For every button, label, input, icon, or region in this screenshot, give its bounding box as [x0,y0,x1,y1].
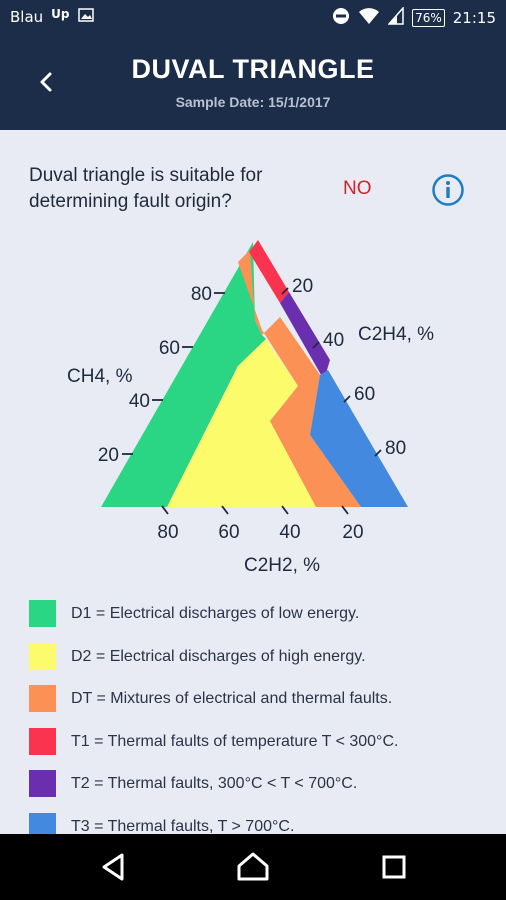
c2h4-tick-40 [312,341,320,349]
legend-label: T3 = Thermal faults, T > 700°C. [71,817,295,835]
zone-d2 [167,339,316,507]
c2h4-tick-60 [343,395,351,403]
legend-label: D1 = Electrical discharges of low energy… [71,605,360,622]
c2h4-tick-20 [281,287,289,295]
wifi-icon [358,7,380,29]
sample-date: Sample Date: 15/1/2017 [175,94,331,110]
circle-home-icon [237,852,269,881]
image-notification-icon [77,8,94,26]
back-button[interactable] [30,62,64,102]
legend-swatch [29,812,56,834]
legend-item-d1: D1 = Electrical discharges of low energy… [29,598,489,641]
duval-triangle-diagram: 80 60 40 20 20 40 60 80 80 60 40 20 CH4,… [67,240,434,576]
nav-home-button[interactable] [233,847,273,887]
legend-item-t1: T1 = Thermal faults of temperature T < 3… [29,726,489,769]
legend-swatch [29,642,56,670]
axis-titles: CH4, % C2H4, % C2H2, % [67,324,434,576]
ch4-tick-label: 60 [159,338,180,359]
page-title: DUVAL TRIANGLE [131,54,375,84]
legend-item-d2: D2 = Electrical discharges of high energ… [29,641,489,684]
zone-legend: D1 = Electrical discharges of low energy… [29,598,489,834]
battery-indicator: 76% [412,9,445,27]
axis-ticks [122,287,382,515]
triangle-back-icon [102,853,124,881]
c2h4-tick-label: 80 [385,438,406,459]
nav-back-button[interactable] [94,847,134,887]
arrow-left-icon [40,72,52,92]
c2h4-tick-label: 60 [354,384,375,405]
zone-t2 [280,292,330,380]
ch4-tick-label: 40 [129,391,150,412]
system-navigation-bar [0,834,506,900]
c2h2-tick-label: 20 [342,522,363,543]
legend-item-dt: DT = Mixtures of electrical and thermal … [29,683,489,726]
c2h4-axis-label: C2H4, % [358,324,434,345]
c2h2-axis-label: C2H2, % [244,555,320,576]
info-button[interactable] [431,173,465,207]
square-recent-icon [382,855,406,879]
c2h2-tick-60 [221,505,229,515]
ch4-tick-label: 80 [191,284,212,305]
legend-label: D2 = Electrical discharges of high energ… [71,647,366,665]
c2h4-tick-80 [374,449,382,457]
suitability-question: Duval triangle is suitable for determini… [29,165,263,212]
ch4-axis-label: CH4, % [67,366,133,387]
triangle-zones [101,240,408,507]
c2h2-tick-40 [281,505,289,515]
do-not-disturb-icon [332,7,350,29]
c2h2-tick-label: 80 [157,522,178,543]
legend-swatch [29,770,56,797]
clock: 21:15 [452,9,496,27]
axis-tick-labels: 80 60 40 20 20 40 60 80 80 60 40 20 [98,276,406,543]
c2h2-tick-label: 40 [279,522,300,543]
c2h4-tick-label: 40 [323,330,344,351]
legend-swatch [29,727,56,755]
app-bar: DUVAL TRIANGLE Sample Date: 15/1/2017 [0,34,506,130]
nav-recent-button[interactable] [374,847,414,887]
status-bar: Blau Up 76% 21:15 [0,0,506,34]
info-icon [432,174,464,206]
zone-t3 [310,370,408,507]
legend-item-t3: T3 = Thermal faults, T > 700°C. [29,811,489,835]
zone-dt [238,250,361,507]
c2h2-tick-20 [341,505,349,515]
legend-label: DT = Mixtures of electrical and thermal … [71,690,393,707]
legend-swatch [29,600,56,627]
c2h2-tick-80 [161,505,169,515]
ch4-tick-label: 20 [98,445,119,466]
suitability-answer: NO [343,178,372,199]
legend-label: T1 = Thermal faults of temperature T < 3… [71,732,399,750]
signal-icon [387,6,404,29]
carrier-badge: Up [51,7,70,21]
legend-label: T2 = Thermal faults, 300°C < T < 700°C. [71,775,358,792]
c2h4-tick-label: 20 [292,276,313,297]
zone-t1 [249,240,289,303]
legend-swatch [29,685,56,712]
c2h2-tick-label: 60 [218,522,239,543]
legend-item-t2: T2 = Thermal faults, 300°C < T < 700°C. [29,768,489,811]
carrier-label: Blau [10,8,44,26]
zone-d1 [101,242,266,507]
